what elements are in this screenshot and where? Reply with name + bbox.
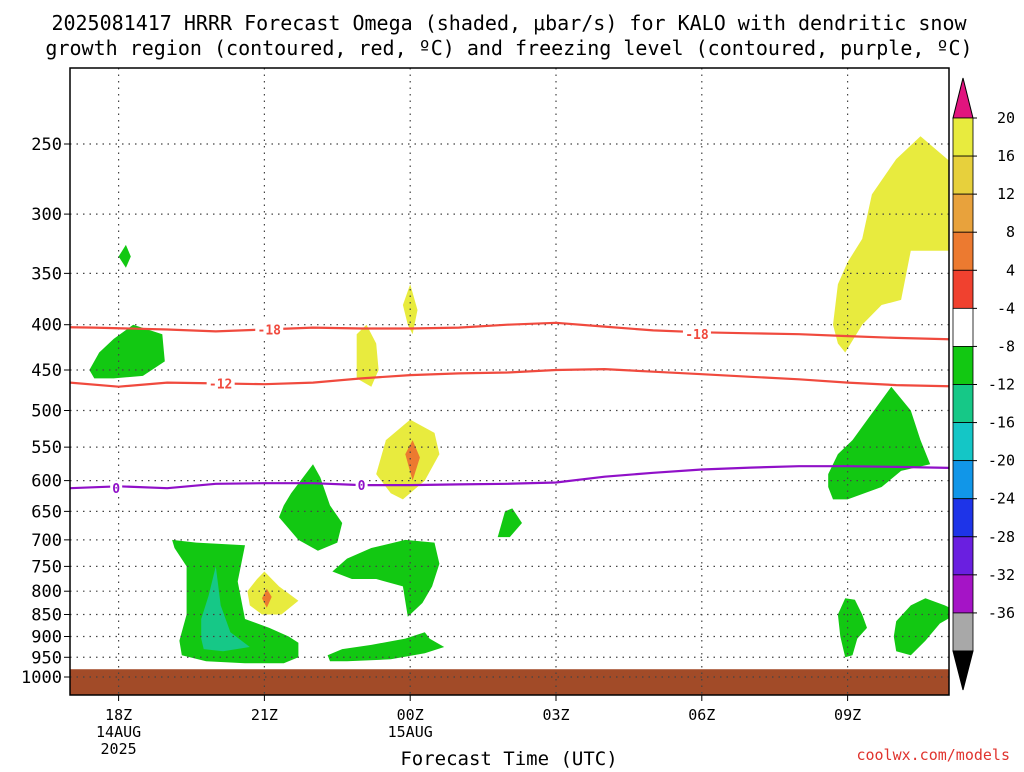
- omega-region-2: [356, 324, 379, 387]
- contour-label--18-1: -18: [685, 328, 709, 343]
- colorbar-swatch-4: [952, 269, 974, 309]
- source-label: coolwx.com/models: [856, 746, 1010, 764]
- plot-content: -18 -18 -12 0 0: [70, 68, 949, 695]
- y-tick-label-950: 950: [31, 648, 62, 668]
- y-tick-label-700: 700: [31, 531, 62, 551]
- contour--18: [70, 321, 949, 341]
- colorbar-swatch-10: [952, 498, 974, 538]
- colorbar-label-5: -4: [997, 299, 1015, 317]
- colorbar-swatch-7: [952, 384, 974, 423]
- omega-region-7: [497, 508, 522, 538]
- chart-title-line-1: 2025081417 HRRR Forecast Omega (shaded, …: [51, 11, 967, 35]
- x-tick-label-09Z: 09Z: [834, 706, 861, 724]
- colorbar-top-triangle: [952, 77, 974, 119]
- y-tick-label-250: 250: [31, 135, 62, 155]
- contour-label-bg-2-0: [110, 480, 123, 496]
- y-tick-label-500: 500: [31, 402, 62, 422]
- omega-region-14: [833, 136, 949, 353]
- contour-label--18-0: -18: [258, 323, 282, 338]
- axes: 2503003504004505005506006507007508008509…: [21, 135, 861, 758]
- y-tick-label-1000: 1000: [21, 668, 62, 688]
- omega-region-9: [247, 571, 299, 615]
- omega-region-13: [327, 632, 445, 662]
- x-tick-label-00Z: 00Z: [397, 706, 424, 724]
- y-tick-label-600: 600: [31, 472, 62, 492]
- colorbar-label-11: -28: [988, 528, 1015, 546]
- colorbar-swatch-9: [952, 460, 974, 500]
- colorbar-label-9: -20: [988, 452, 1015, 470]
- y-tick-label-750: 750: [31, 557, 62, 577]
- x-axis-label: Forecast Time (UTC): [400, 748, 617, 768]
- colorbar: 20 16 12 8 4 -4 -8 -12 -16 -20 -24 -28 -32 -36: [952, 77, 1015, 691]
- contour-label-bg-2-1: [355, 477, 368, 493]
- x-tick-sublabel-18Z-1: 2025: [101, 740, 137, 758]
- colorbar-label-6: -8: [997, 337, 1015, 355]
- colorbar-swatch-12: [952, 574, 974, 614]
- omega-region-0: [118, 244, 131, 268]
- contour-label--12-0: -12: [209, 377, 232, 392]
- colorbar-swatch-1: [952, 155, 974, 195]
- colorbar-swatch-3: [952, 231, 974, 271]
- omega-region-16: [837, 598, 867, 658]
- omega-region-12: [201, 566, 250, 652]
- colorbar-label-4: 4: [1006, 261, 1015, 279]
- x-tick-label-18Z: 18Z: [105, 706, 132, 724]
- y-tick-label-300: 300: [31, 205, 62, 225]
- omega-region-10: [262, 588, 272, 608]
- y-tick-label-450: 450: [31, 361, 62, 381]
- omega-region-5: [405, 440, 420, 481]
- plot-area: -18 -18 -12 0 0: [69, 67, 950, 696]
- omega-region-6: [279, 464, 343, 551]
- contour-label-bg-1-0: [206, 375, 235, 391]
- x-tick-label-06Z: 06Z: [688, 706, 715, 724]
- colorbar-swatch-6: [952, 346, 974, 385]
- surface-band: [70, 669, 949, 695]
- colorbar-label-8: -16: [988, 414, 1015, 432]
- x-tick-label-03Z: 03Z: [542, 706, 569, 724]
- colorbar-label-2: 12: [997, 185, 1015, 203]
- omega-region-17: [893, 598, 949, 656]
- contour--12: [70, 367, 949, 388]
- contour-0: [70, 465, 949, 490]
- colorbar-label-7: -12: [988, 376, 1015, 394]
- colorbar-label-0: 20: [997, 109, 1015, 127]
- colorbar-swatch-8: [952, 422, 974, 462]
- y-tick-label-900: 900: [31, 627, 62, 647]
- omega-region-15: [828, 386, 931, 500]
- contour-label-bg-0-1: [682, 326, 711, 342]
- x-tick-sublabel-00Z-0: 15AUG: [388, 723, 433, 741]
- contour-label-bg-0-0: [255, 321, 284, 337]
- y-tick-label-400: 400: [31, 316, 62, 336]
- colorbar-swatch-0: [952, 117, 974, 157]
- colorbar-swatch-5: [952, 307, 974, 347]
- y-tick-label-650: 650: [31, 502, 62, 522]
- chart-title-line-2: growth region (contoured, red, ºC) and f…: [45, 36, 972, 60]
- x-tick-sublabel-18Z-0: 14AUG: [96, 723, 141, 741]
- y-tick-label-350: 350: [31, 264, 62, 284]
- chart-title: 2025081417 HRRR Forecast Omega (shaded, …: [45, 11, 972, 60]
- colorbar-label-3: 8: [1006, 223, 1015, 241]
- colorbar-swatch-13: [952, 612, 974, 652]
- omega-region-8: [332, 539, 440, 617]
- plot-frame: [69, 67, 950, 696]
- grid: [70, 68, 949, 695]
- omega-region-1: [89, 324, 165, 379]
- colorbar-bottom-triangle: [952, 650, 974, 691]
- y-tick-label-550: 550: [31, 438, 62, 458]
- colorbar-label-1: 16: [997, 147, 1015, 165]
- colorbar-swatch-11: [952, 536, 974, 576]
- contour-label-0-1: 0: [358, 479, 366, 494]
- colorbar-label-13: -36: [988, 604, 1015, 622]
- colorbar-label-10: -24: [988, 490, 1015, 508]
- colorbar-swatch-2: [952, 193, 974, 233]
- y-tick-label-850: 850: [31, 606, 62, 626]
- contour-label-0-0: 0: [112, 482, 120, 497]
- x-tick-label-21Z: 21Z: [251, 706, 278, 724]
- colorbar-label-12: -32: [988, 566, 1015, 584]
- y-tick-label-800: 800: [31, 582, 62, 602]
